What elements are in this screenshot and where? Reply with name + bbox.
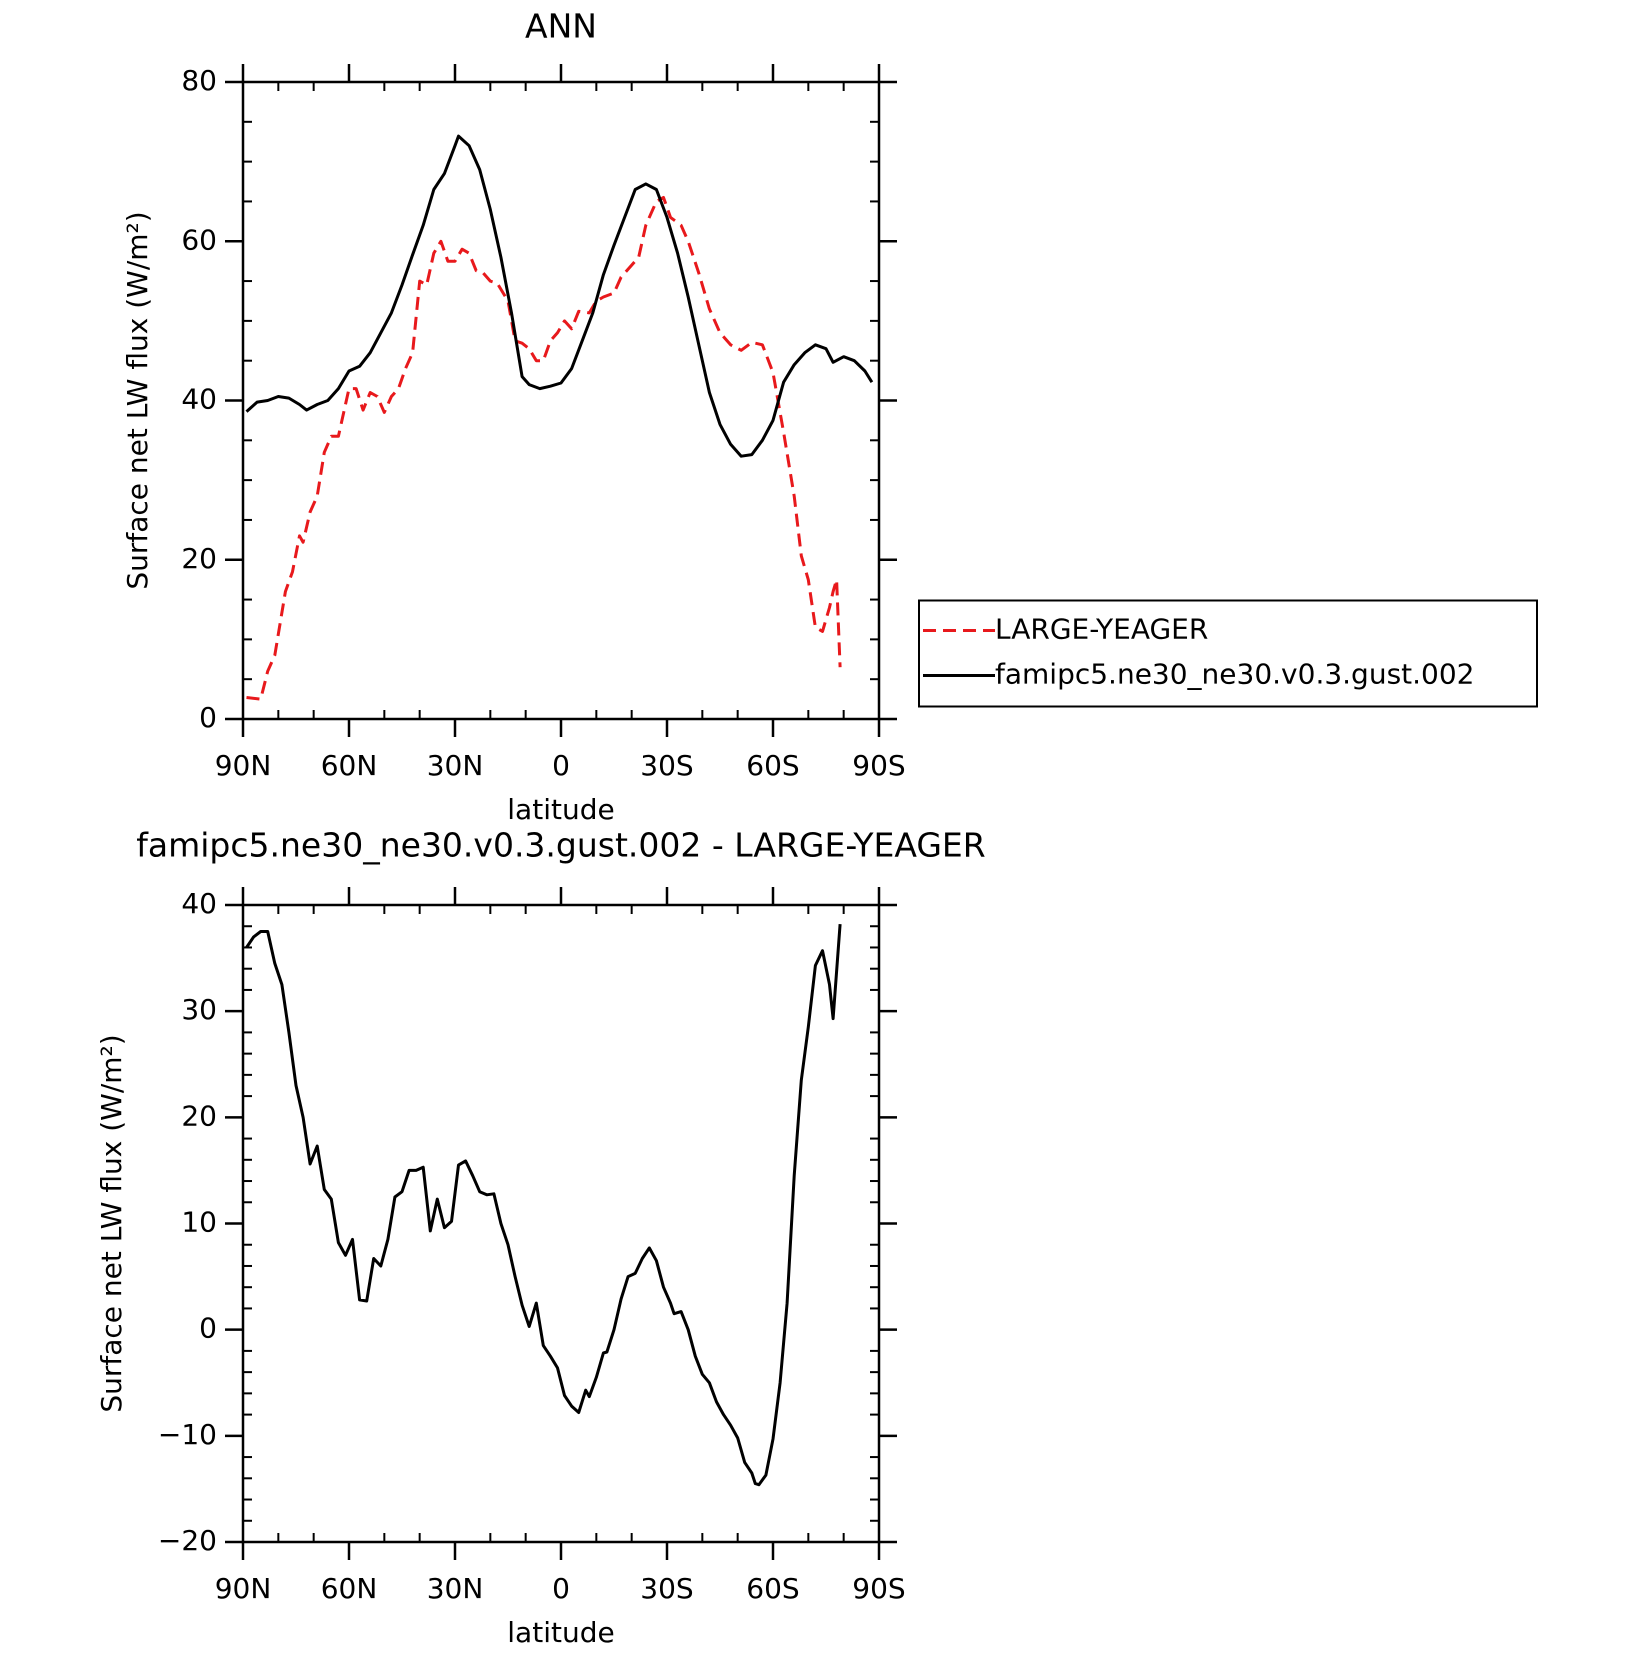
legend-label: LARGE-YEAGER [995,613,1208,646]
x-tick-label: 30S [640,1572,693,1605]
x-axis-label: latitude [507,793,614,826]
x-tick-label: 60N [321,1572,378,1605]
x-tick-label: 30N [427,1572,484,1605]
data-line [245,923,842,1487]
x-tick-label: 60S [746,749,799,782]
chart-title: ANN [525,7,597,46]
y-tick-label: 60 [181,223,217,256]
x-tick-label: 90S [852,1572,905,1605]
x-tick-label: 60S [746,1572,799,1605]
y-tick-label: 10 [181,1206,217,1239]
legend-box [918,599,1538,708]
x-tick-label: 90S [852,749,905,782]
y-tick-label: 0 [199,701,217,734]
x-tick-label: 30S [640,749,693,782]
plot-frame [241,903,881,1544]
y-tick-label: 20 [181,1099,217,1132]
legend-label: famipc5.ne30_ne30.v0.3.gust.002 [995,658,1475,691]
y-tick-label: 40 [181,383,217,416]
y-tick-label: 20 [181,542,217,575]
y-tick-label: 0 [199,1312,217,1345]
data-line [245,134,874,458]
plot-frame [241,80,881,721]
y-axis-label: Surface net LW flux (W/m²) [95,1034,128,1412]
x-tick-label: 90N [215,749,272,782]
y-tick-label: −20 [158,1524,217,1557]
y-tick-label: 40 [181,887,217,920]
y-tick-label: 80 [181,64,217,97]
chart-title: famipc5.ne30_ne30.v0.3.gust.002 - LARGE-… [136,826,985,865]
y-tick-label: 30 [181,993,217,1026]
y-axis-label: Surface net LW flux (W/m²) [121,211,154,589]
x-tick-label: 30N [427,749,484,782]
x-tick-label: 60N [321,749,378,782]
x-tick-label: 0 [552,749,570,782]
x-axis-label: latitude [507,1616,614,1649]
x-tick-label: 0 [552,1572,570,1605]
x-tick-label: 90N [215,1572,272,1605]
y-tick-label: −10 [158,1418,217,1451]
data-line [246,196,842,701]
